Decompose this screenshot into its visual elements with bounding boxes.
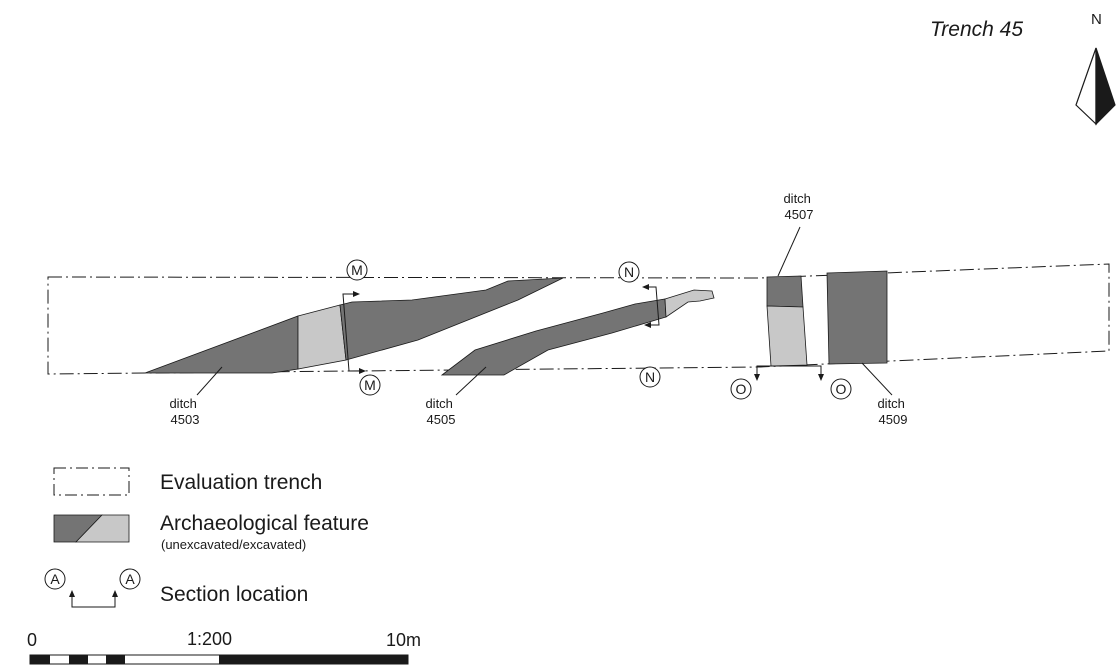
ditch-4503-label: ditch 4503 [169, 396, 200, 427]
section-circle-icon [346, 259, 368, 281]
ditch-4507-label: ditch 4507 [783, 191, 814, 222]
section-o-marker: O O [730, 365, 852, 400]
ditch-4507-label-number: 4507 [785, 207, 814, 222]
legend-feature-label: Archaeological feature [160, 512, 369, 535]
ditch-4509-label-number: 4509 [879, 412, 908, 427]
north-arrow-icon [1075, 47, 1116, 126]
legend-section-marker-right: A [125, 571, 135, 587]
ditch-4503-unexcavated [144, 315, 299, 374]
scale-bar: 0 1:200 10m [27, 629, 421, 665]
ditch-4507 [766, 275, 808, 367]
arrow-icon [642, 284, 649, 290]
legend-feature-swatch [53, 514, 130, 543]
arrow-icon [818, 374, 824, 381]
section-circle-icon [618, 261, 640, 283]
legend-section-marker-left: A [50, 571, 60, 587]
section-n-marker: N N [618, 261, 661, 388]
ditch-4507-unexcavated [766, 275, 804, 308]
section-o-label-left: O [736, 381, 747, 397]
ditch-4503-unexcavated-east [339, 277, 564, 361]
ditch-4505-excavated [664, 289, 715, 318]
section-o-label-right: O [836, 381, 847, 397]
north-label: N [1091, 11, 1102, 28]
section-circle-icon [830, 378, 852, 400]
ditch-4503-label-word: ditch [169, 396, 196, 411]
plan-title: Trench 45 [930, 18, 1023, 41]
arrow-icon [69, 590, 75, 597]
arrow-icon [353, 291, 360, 297]
legend: Evaluation trench Archaeological feature… [44, 467, 369, 608]
scale-ratio-label: 1:200 [187, 629, 232, 649]
scale-end-label: 10m [386, 630, 421, 650]
arrow-icon [112, 590, 118, 597]
leader-lines [196, 226, 893, 396]
section-m-label-bottom: M [364, 377, 376, 393]
ditch-4507-label-word: ditch [783, 191, 810, 206]
ditch-4503 [144, 277, 564, 374]
section-n-label-top: N [624, 264, 634, 280]
ditch-4509 [826, 270, 888, 365]
ditch-4505 [440, 289, 715, 376]
scale-start-label: 0 [27, 630, 37, 650]
ditch-4509-label-word: ditch [877, 396, 904, 411]
arrow-icon [359, 368, 366, 374]
ditch-4503-excavated [297, 304, 347, 370]
ditch-4505-label-number: 4505 [427, 412, 456, 427]
section-m-marker: M M [342, 259, 381, 396]
legend-trench-swatch [53, 467, 130, 496]
legend-trench-label: Evaluation trench [160, 471, 322, 494]
evaluation-trench-outline [47, 263, 1110, 375]
legend-section-swatch: A A [44, 568, 141, 608]
ditch-4503-label-number: 4503 [171, 412, 200, 427]
ditch-4505-label-word: ditch [425, 396, 452, 411]
section-m-label-top: M [351, 262, 363, 278]
section-circle-icon [359, 374, 381, 396]
section-circle-icon [730, 378, 752, 400]
legend-section-label: Section location [160, 583, 308, 606]
arrow-icon [644, 322, 651, 328]
legend-feature-sublabel: (unexcavated/excavated) [161, 537, 306, 552]
section-n-label-bottom: N [645, 369, 655, 385]
ditch-4509-label: ditch 4509 [877, 396, 908, 427]
arrow-icon [754, 374, 760, 381]
ditch-4507-excavated [766, 305, 808, 367]
ditch-4505-label: ditch 4505 [425, 396, 456, 427]
section-circle-icon [639, 366, 661, 388]
